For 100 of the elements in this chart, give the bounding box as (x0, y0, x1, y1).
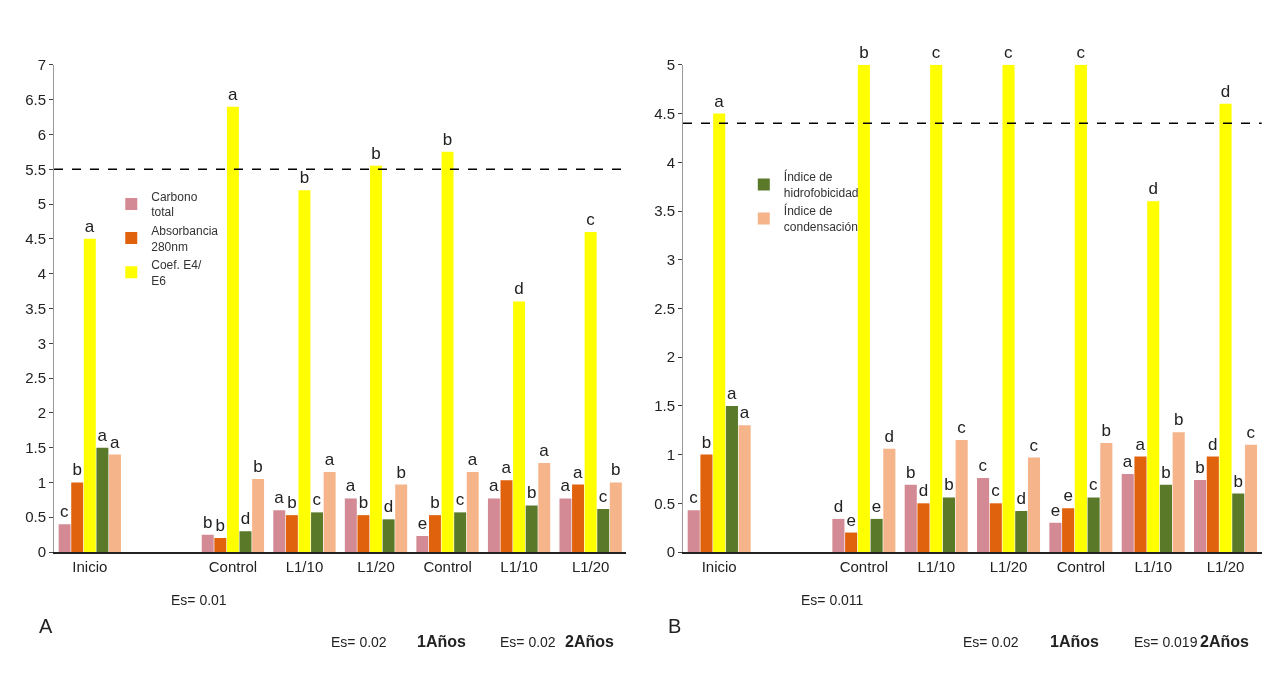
y-tick-label: 3 (666, 250, 676, 268)
data-label: e (1050, 500, 1061, 520)
legend-label: Índice de condensación (783, 203, 858, 235)
data-label: b (299, 168, 310, 188)
bar (323, 472, 336, 553)
bar (1015, 511, 1028, 553)
data-label: b (1161, 462, 1171, 482)
bar (428, 515, 441, 553)
data-label: a (714, 91, 725, 111)
data-label: d (833, 496, 844, 516)
data-label: e (871, 496, 882, 516)
bar (1244, 444, 1258, 553)
bar (538, 462, 551, 553)
data-label: b (430, 493, 440, 513)
y-tick-label: 3.5 (654, 202, 676, 220)
bar (559, 498, 572, 553)
bar (597, 508, 610, 553)
bar (201, 534, 214, 553)
bar (285, 515, 298, 553)
bar (500, 480, 513, 553)
y-tick-label: 4.5 (25, 230, 47, 248)
data-label: a (274, 488, 285, 508)
y-tick-label: 4 (37, 264, 47, 282)
bar (609, 482, 622, 553)
bar (857, 64, 870, 553)
y-tick-label: 3.5 (25, 299, 47, 317)
data-label: c (931, 42, 941, 62)
data-label: b (701, 432, 712, 452)
x-tick-label: Control (423, 558, 472, 576)
bar (989, 503, 1002, 553)
data-label: d (918, 481, 929, 501)
data-label: a (739, 403, 750, 423)
data-label: a (109, 432, 120, 452)
text: Es= 0.01 (171, 592, 227, 608)
bar (713, 113, 726, 553)
bar (513, 301, 526, 553)
x-tick-label: Control (208, 558, 258, 576)
data-label: b (611, 460, 621, 480)
text: Es= 0.02 (331, 634, 387, 650)
bar (395, 484, 408, 553)
data-label: c (1076, 42, 1086, 62)
data-label: a (97, 425, 108, 445)
bar (1049, 522, 1062, 553)
bar (870, 518, 883, 553)
y-tick-label: 6 (37, 125, 47, 143)
data-label: c (598, 486, 608, 506)
x-tick-label: L1/10 (1134, 558, 1172, 576)
data-label: b (944, 475, 954, 495)
bar (738, 425, 751, 553)
data-label: d (1220, 81, 1231, 101)
bar (214, 538, 227, 553)
y-tick-label: 4.5 (654, 104, 676, 122)
data-label: e (846, 510, 856, 530)
data-label: d (240, 509, 251, 529)
text: 2Años (1200, 633, 1249, 650)
y-tick-label: 2 (666, 348, 676, 366)
text: A (39, 615, 53, 637)
x-tick-label: Control (1056, 558, 1106, 576)
data-label: a (539, 440, 550, 460)
bar (1134, 456, 1147, 553)
bar (83, 238, 96, 553)
bar (487, 498, 500, 553)
bar (454, 512, 467, 553)
y-tick-label: 1 (37, 473, 47, 491)
data-label: b (371, 143, 381, 163)
x-tick-label: L1/10 (500, 558, 538, 576)
legend-label: Coef. E4/ E6 (151, 258, 202, 288)
y-tick-label: 2.5 (25, 369, 47, 387)
bar (955, 439, 968, 553)
data-label: c (1089, 475, 1099, 495)
y-tick-label: 1.5 (654, 397, 676, 415)
text: 1Años (417, 633, 466, 650)
bar (572, 484, 585, 553)
data-label: a (726, 383, 737, 403)
legend-label: Absorbancia 280nm (151, 223, 219, 254)
data-label: c (586, 209, 596, 229)
data-label: c (455, 490, 465, 510)
bar (1159, 484, 1172, 553)
bar (942, 497, 955, 553)
bar (687, 510, 700, 553)
legend-label: Índice de hidrofobicidad (783, 169, 859, 200)
data-label: b (72, 460, 82, 480)
x-tick-label: L1/10 (285, 558, 324, 576)
bar (904, 484, 917, 553)
data-label: c (312, 490, 322, 510)
bar (1002, 64, 1015, 553)
text: Es= 0.02 (963, 634, 1019, 650)
bar (1206, 456, 1219, 553)
data-label: c (689, 488, 699, 508)
data-label: b (1195, 457, 1205, 477)
x-tick-label: Inicio (72, 558, 108, 576)
y-tick-label: 5 (666, 56, 676, 74)
data-label: b (526, 483, 537, 503)
text: B (668, 615, 682, 637)
bar (344, 498, 357, 553)
bar (466, 472, 479, 553)
y-tick-label: 0 (37, 543, 47, 561)
data-label: a (560, 476, 571, 496)
text: Es= 0.019 (1134, 634, 1198, 650)
text: 1Años (1050, 633, 1099, 650)
